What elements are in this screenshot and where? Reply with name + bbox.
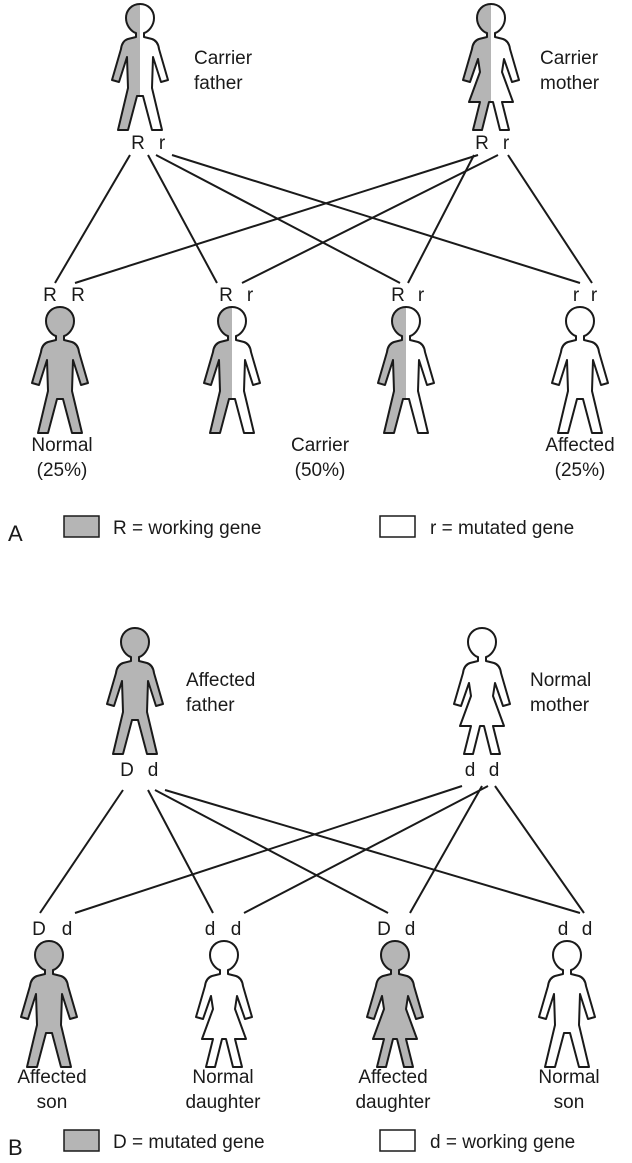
legend-open-label: d = working gene [430,1132,575,1153]
affected-son-figure [20,940,78,1068]
panel-a: Carrier father R r Carrier mother R r R … [8,3,615,546]
panel-b: Affected father D d Normal mother d d D … [8,627,600,1160]
mother-allele-2: d [489,760,500,781]
father-label-line1: Affected [186,670,255,691]
inheritance-line [243,785,489,914]
legend-filled-label: R = working gene [113,518,261,539]
mother-label-line1: Normal [530,670,591,691]
mother-label-line1: Carrier [540,48,599,69]
child-4-allele-2: d [582,919,593,940]
carrier-mother-figure [462,3,520,131]
father-label-line2: father [194,73,243,94]
father-allele-1: D [120,760,134,781]
child-3-allele-2: r [418,285,425,306]
inheritance-line [164,789,581,914]
mother-allele-2: r [503,133,510,154]
child-3-allele-2: d [405,919,416,940]
inheritance-line [409,785,483,914]
inheritance-line [241,154,499,284]
affected-outcome-percent: (25%) [555,460,606,481]
inheritance-line [74,785,463,914]
legend-open-swatch [379,515,416,538]
child-2-caption-line1: Normal [192,1067,253,1088]
father-allele-2: r [159,133,166,154]
child-3-caption-line2: daughter [355,1092,431,1113]
normal-daughter-figure [195,940,253,1068]
affected-child-figure [551,306,609,434]
carrier-child-2-figure [377,306,435,434]
legend-filled-label: D = mutated gene [113,1132,265,1153]
inheritance-line [507,154,593,284]
panel-a-inheritance-lines [54,154,593,284]
legend-filled-swatch [63,515,100,538]
carrier-outcome-percent: (50%) [295,460,346,481]
inheritance-line [147,789,214,914]
carrier-father-figure [111,3,169,131]
panel-a-letter: A [8,521,23,546]
child-2-allele-2: r [247,285,254,306]
inheritance-line [147,154,218,284]
affected-father-figure [106,627,164,755]
father-allele-2: d [148,760,159,781]
inheritance-line [39,789,124,914]
affected-daughter-figure [366,940,424,1068]
child-1-allele-2: d [62,919,73,940]
inheritance-line [494,785,585,914]
normal-son-figure [538,940,596,1068]
child-3-allele-1: R [391,285,405,306]
child-1-allele-1: D [32,919,46,940]
mother-allele-1: d [465,760,476,781]
mother-label-line2: mother [530,695,590,716]
normal-child-figure [31,306,89,434]
carrier-outcome-label: Carrier [291,435,350,456]
child-3-allele-1: D [377,919,391,940]
child-4-allele-1: r [573,285,580,306]
child-2-caption-line2: daughter [185,1092,261,1113]
child-4-allele-1: d [558,919,569,940]
legend-open-swatch [379,1129,416,1152]
child-4-allele-2: r [591,285,598,306]
panel-b-letter: B [8,1135,23,1160]
child-3-caption-line1: Affected [358,1067,427,1088]
inheritance-line [54,154,131,284]
mother-allele-1: R [475,133,489,154]
legend-filled-swatch [63,1129,100,1152]
child-4-caption-line1: Normal [538,1067,599,1088]
child-1-allele-1: R [43,285,57,306]
child-1-caption-line1: Affected [17,1067,86,1088]
father-allele-1: R [131,133,145,154]
child-2-allele-1: d [205,919,216,940]
affected-outcome-label: Affected [545,435,614,456]
mother-label-line2: mother [540,73,600,94]
child-2-allele-2: d [231,919,242,940]
child-2-allele-1: R [219,285,233,306]
child-4-caption-line2: son [554,1092,585,1113]
inheritance-line [74,154,479,284]
father-label-line1: Carrier [194,48,253,69]
inheritance-line [407,154,475,284]
normal-mother-figure [453,627,511,755]
child-1-caption-line2: son [37,1092,68,1113]
legend-open-label: r = mutated gene [430,518,574,539]
normal-outcome-label: Normal [31,435,92,456]
normal-outcome-percent: (25%) [37,460,88,481]
panel-b-inheritance-lines [39,785,585,914]
child-1-allele-2: R [71,285,85,306]
father-label-line2: father [186,695,235,716]
inheritance-line [171,154,581,284]
carrier-child-1-figure [203,306,261,434]
inheritance-line [154,789,389,914]
